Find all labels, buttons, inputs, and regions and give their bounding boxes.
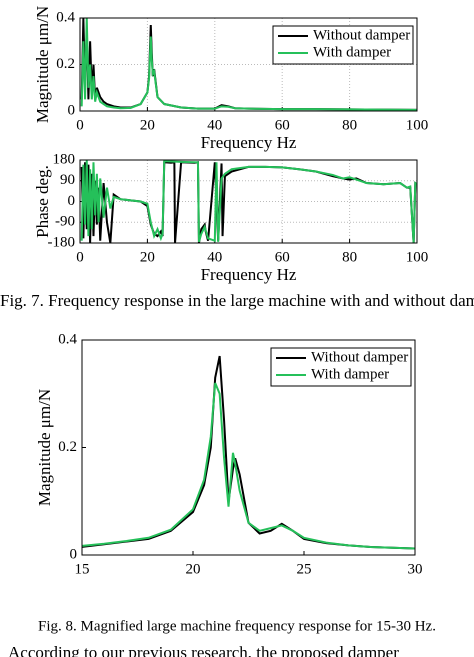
- body-text: According to our previous research, the …: [8, 643, 399, 657]
- y-tick-label: 90: [60, 172, 75, 188]
- series-line: [82, 382, 415, 550]
- legend-label: Without damper: [313, 27, 410, 43]
- x-tick-label: 100: [406, 249, 429, 265]
- x-tick-label: 40: [207, 249, 222, 265]
- legend-box: [270, 347, 412, 387]
- x-tick-label: 40: [207, 117, 222, 133]
- y-axis-label: Phase deg.: [33, 165, 52, 238]
- x-tick-label: 20: [140, 249, 155, 265]
- x-tick-label: 0: [76, 117, 84, 133]
- y-tick-label: 0: [68, 193, 76, 209]
- y-tick-label: 0.4: [58, 331, 77, 347]
- legend-label: Without damper: [311, 349, 408, 365]
- legend-label: With damper: [311, 366, 389, 382]
- axes-frame: [81, 339, 416, 556]
- axes-frame: [79, 159, 418, 244]
- caption: Fig. 7. Frequency response in the large …: [0, 291, 474, 310]
- x-axis-label: Frequency Hz: [201, 133, 297, 152]
- series-line: [80, 18, 417, 111]
- x-tick-label: 20: [186, 561, 201, 577]
- y-tick-label: 0.4: [56, 9, 75, 25]
- y-tick-label: 0.2: [56, 56, 75, 72]
- series-line: [80, 160, 417, 243]
- x-axis-label: Frequency Hz: [201, 265, 297, 284]
- y-tick-label: 0: [70, 546, 78, 562]
- y-axis-label: Magnitude μm/N: [33, 6, 52, 123]
- series-line: [82, 355, 415, 550]
- x-tick-label: 0: [76, 249, 84, 265]
- series-line: [80, 161, 417, 243]
- x-tick-label: 60: [275, 249, 290, 265]
- x-tick-label: 30: [408, 561, 423, 577]
- axes-frame: [79, 17, 418, 112]
- y-tick-label: -180: [48, 234, 76, 250]
- y-tick-label: -90: [55, 214, 75, 230]
- x-tick-label: 100: [406, 117, 429, 133]
- y-tick-label: 0: [68, 102, 76, 118]
- y-tick-label: 180: [53, 151, 76, 167]
- x-tick-label: 20: [140, 117, 155, 133]
- x-tick-label: 15: [75, 561, 90, 577]
- y-tick-label: 0.2: [58, 439, 77, 455]
- x-tick-label: 25: [297, 561, 312, 577]
- x-tick-label: 80: [342, 249, 357, 265]
- caption: Fig. 8. Magnified large machine frequenc…: [38, 618, 436, 634]
- legend-box: [272, 25, 414, 65]
- legend-label: With damper: [313, 44, 391, 60]
- y-axis-label: Magnitude μm/N: [35, 389, 54, 506]
- x-tick-label: 60: [275, 117, 290, 133]
- x-tick-label: 80: [342, 117, 357, 133]
